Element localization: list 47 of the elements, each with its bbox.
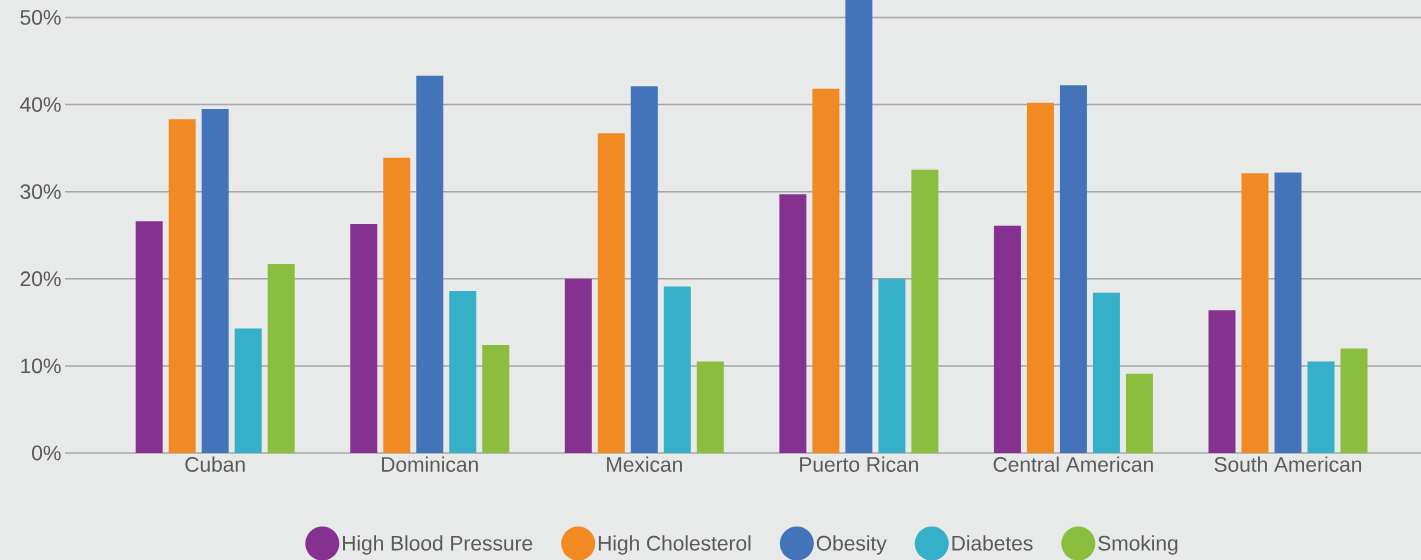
- bar: [416, 75, 444, 453]
- y-tick-label: 50%: [20, 10, 61, 25]
- bar: [696, 361, 724, 453]
- bar: [1125, 373, 1153, 453]
- bar: [1340, 348, 1368, 453]
- bar: [663, 286, 691, 453]
- bar: [449, 290, 477, 453]
- x-tick-label: Puerto Rican: [800, 456, 918, 472]
- bar: [630, 86, 658, 453]
- bar: [1026, 102, 1054, 453]
- x-tick-label: Central American: [993, 456, 1153, 472]
- legend-label: Diabetes: [952, 535, 1033, 551]
- bar: [878, 278, 906, 453]
- legend-label: Obesity: [816, 535, 887, 555]
- bar: [201, 108, 229, 453]
- bar: [1274, 172, 1302, 453]
- y-tick-label: 20%: [20, 271, 61, 287]
- bar: [135, 221, 163, 453]
- y-tick-label: 10%: [21, 358, 61, 374]
- bar: [350, 223, 378, 453]
- y-tick-label: 30%: [20, 184, 61, 200]
- bar: [1208, 310, 1236, 453]
- bar: [564, 278, 592, 453]
- bar: [845, 0, 873, 453]
- x-tick-label: South American: [1214, 456, 1362, 472]
- legend-label: High Blood Pressure: [343, 535, 533, 555]
- bar: [267, 263, 295, 453]
- bar: [597, 133, 625, 453]
- bar: [168, 119, 196, 453]
- bar: [1092, 292, 1120, 453]
- bar: [234, 328, 262, 453]
- bar: [1241, 173, 1269, 453]
- bar: [1307, 361, 1335, 453]
- bar: [482, 344, 510, 453]
- legend-label: Smoking: [1098, 535, 1178, 555]
- bar: [993, 225, 1021, 453]
- bar: [383, 157, 411, 453]
- x-tick-label: Dominican: [382, 456, 478, 472]
- x-tick-label: Cuban: [185, 456, 245, 472]
- x-tick-label: Mexican: [607, 456, 682, 472]
- bar: [911, 169, 939, 453]
- bar: [1059, 85, 1087, 453]
- legend-label: High Cholesterol: [598, 535, 751, 555]
- y-tick-label: 0%: [32, 445, 61, 461]
- y-tick-label: 40%: [20, 97, 61, 112]
- bar: [779, 194, 807, 453]
- bar: [812, 88, 840, 453]
